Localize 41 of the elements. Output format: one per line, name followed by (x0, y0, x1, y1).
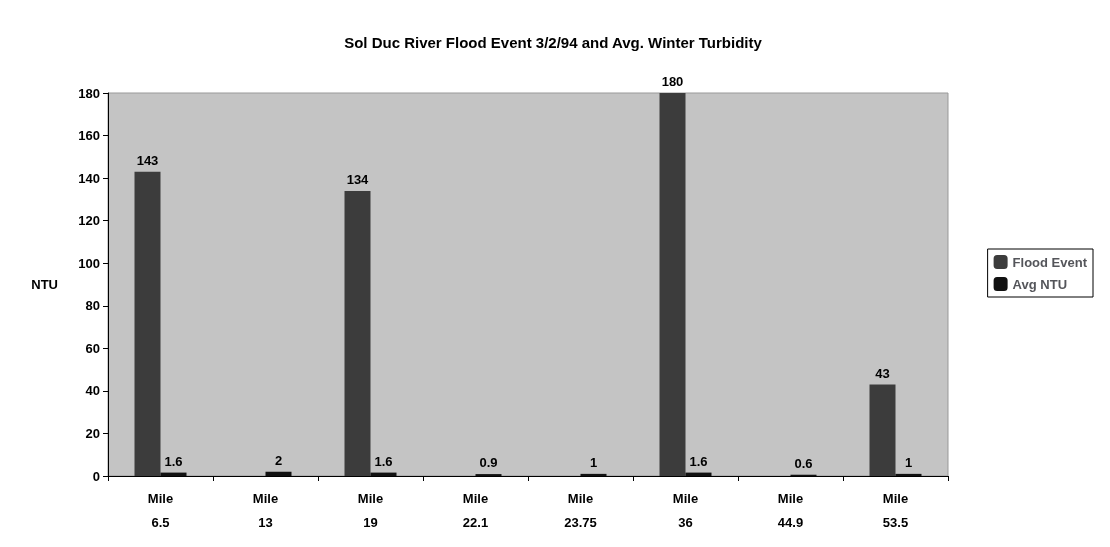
y-tick-label: 180 (78, 85, 100, 101)
bar (265, 471, 292, 476)
data-label: 0.9 (479, 455, 498, 471)
x-tick-label: Mile 6.5 (147, 490, 174, 530)
data-label: 1.6 (374, 453, 393, 469)
data-label: 143 (136, 152, 159, 168)
y-tick-label: 120 (78, 213, 100, 229)
x-tick-label: Mile 22.1 (462, 490, 489, 530)
data-label: 180 (661, 74, 684, 89)
bar (659, 93, 686, 476)
y-axis-title: NTU (31, 277, 58, 292)
data-label: 1 (589, 454, 598, 470)
data-label: 1.6 (164, 453, 183, 469)
x-tick-label: Mile 53.5 (882, 490, 909, 530)
data-label: 2 (274, 452, 283, 468)
x-tick-label: Mile 19 (357, 490, 384, 530)
data-label: 43 (875, 365, 890, 381)
bar (344, 190, 371, 476)
y-tick-label: 40 (85, 383, 100, 399)
y-tick-label: 0 (92, 468, 100, 484)
y-tick-label: 100 (78, 255, 100, 271)
legend-label: Avg NTU (1012, 276, 1068, 292)
x-tick-label: Mile 44.9 (777, 490, 804, 530)
data-label: 134 (346, 171, 370, 187)
data-label: 0.6 (794, 455, 813, 471)
bar (134, 171, 161, 476)
x-tick-label: Mile 23.75 (564, 490, 597, 530)
bar (580, 473, 607, 476)
y-tick-label: 80 (85, 298, 100, 314)
legend-label: Flood Event (1012, 254, 1088, 270)
x-tick-label: Mile 13 (252, 490, 279, 530)
y-tick-label: 160 (78, 128, 100, 144)
y-tick-label: 60 (85, 340, 100, 356)
data-label: 1.6 (689, 453, 708, 469)
chart-title: Sol Duc River Flood Event 3/2/94 and Avg. Winter Turbidity (344, 34, 763, 51)
y-tick-label: 20 (85, 425, 100, 441)
data-label: 1 (904, 454, 913, 470)
x-tick-label: Mile 36 (672, 490, 699, 530)
bar (895, 473, 922, 476)
y-tick-label: 140 (78, 170, 100, 186)
bar (869, 384, 896, 476)
